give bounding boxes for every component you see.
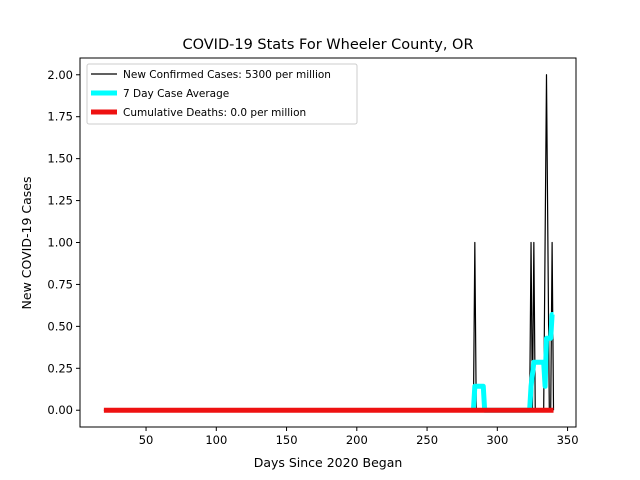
y-tick-label: 0.75	[47, 277, 73, 291]
x-tick-label: 350	[557, 433, 579, 447]
y-tick-label: 0.00	[47, 403, 73, 417]
x-tick-label: 150	[276, 433, 298, 447]
x-tick-label: 50	[139, 433, 154, 447]
y-axis-label: New COVID-19 Cases	[19, 177, 34, 310]
y-tick-label: 0.25	[47, 361, 73, 375]
y-tick-label: 1.75	[47, 110, 73, 124]
chart-title: COVID-19 Stats For Wheeler County, OR	[182, 37, 473, 53]
y-tick-label: 2.00	[47, 68, 73, 82]
x-tick-label: 300	[486, 433, 508, 447]
y-tick-label: 1.00	[47, 236, 73, 250]
legend-label-new-cases: New Confirmed Cases: 5300 per million	[123, 69, 331, 81]
x-tick-label: 250	[416, 433, 438, 447]
x-tick-label: 100	[205, 433, 227, 447]
legend-label-cumulative-deaths: Cumulative Deaths: 0.0 per million	[123, 107, 306, 119]
y-axis: 0.00 0.25 0.50 0.75 1.00 1.25 1.50 1.75 2.00	[47, 68, 80, 417]
x-axis-label: Days Since 2020 Began	[254, 455, 403, 470]
y-tick-label: 1.50	[47, 152, 73, 166]
y-tick-label: 1.25	[47, 194, 73, 208]
plot-area	[103, 74, 555, 413]
legend-label-7-day-average: 7 Day Case Average	[123, 88, 229, 100]
legend-box	[86, 63, 358, 125]
x-axis: 50 100 150 200 250 300 350	[139, 427, 579, 447]
y-tick-label: 0.50	[47, 319, 73, 333]
legend: New Confirmed Cases: 5300 per million 7 …	[86, 63, 358, 125]
series-7-day-average-line	[470, 311, 555, 413]
x-tick-label: 200	[346, 433, 368, 447]
